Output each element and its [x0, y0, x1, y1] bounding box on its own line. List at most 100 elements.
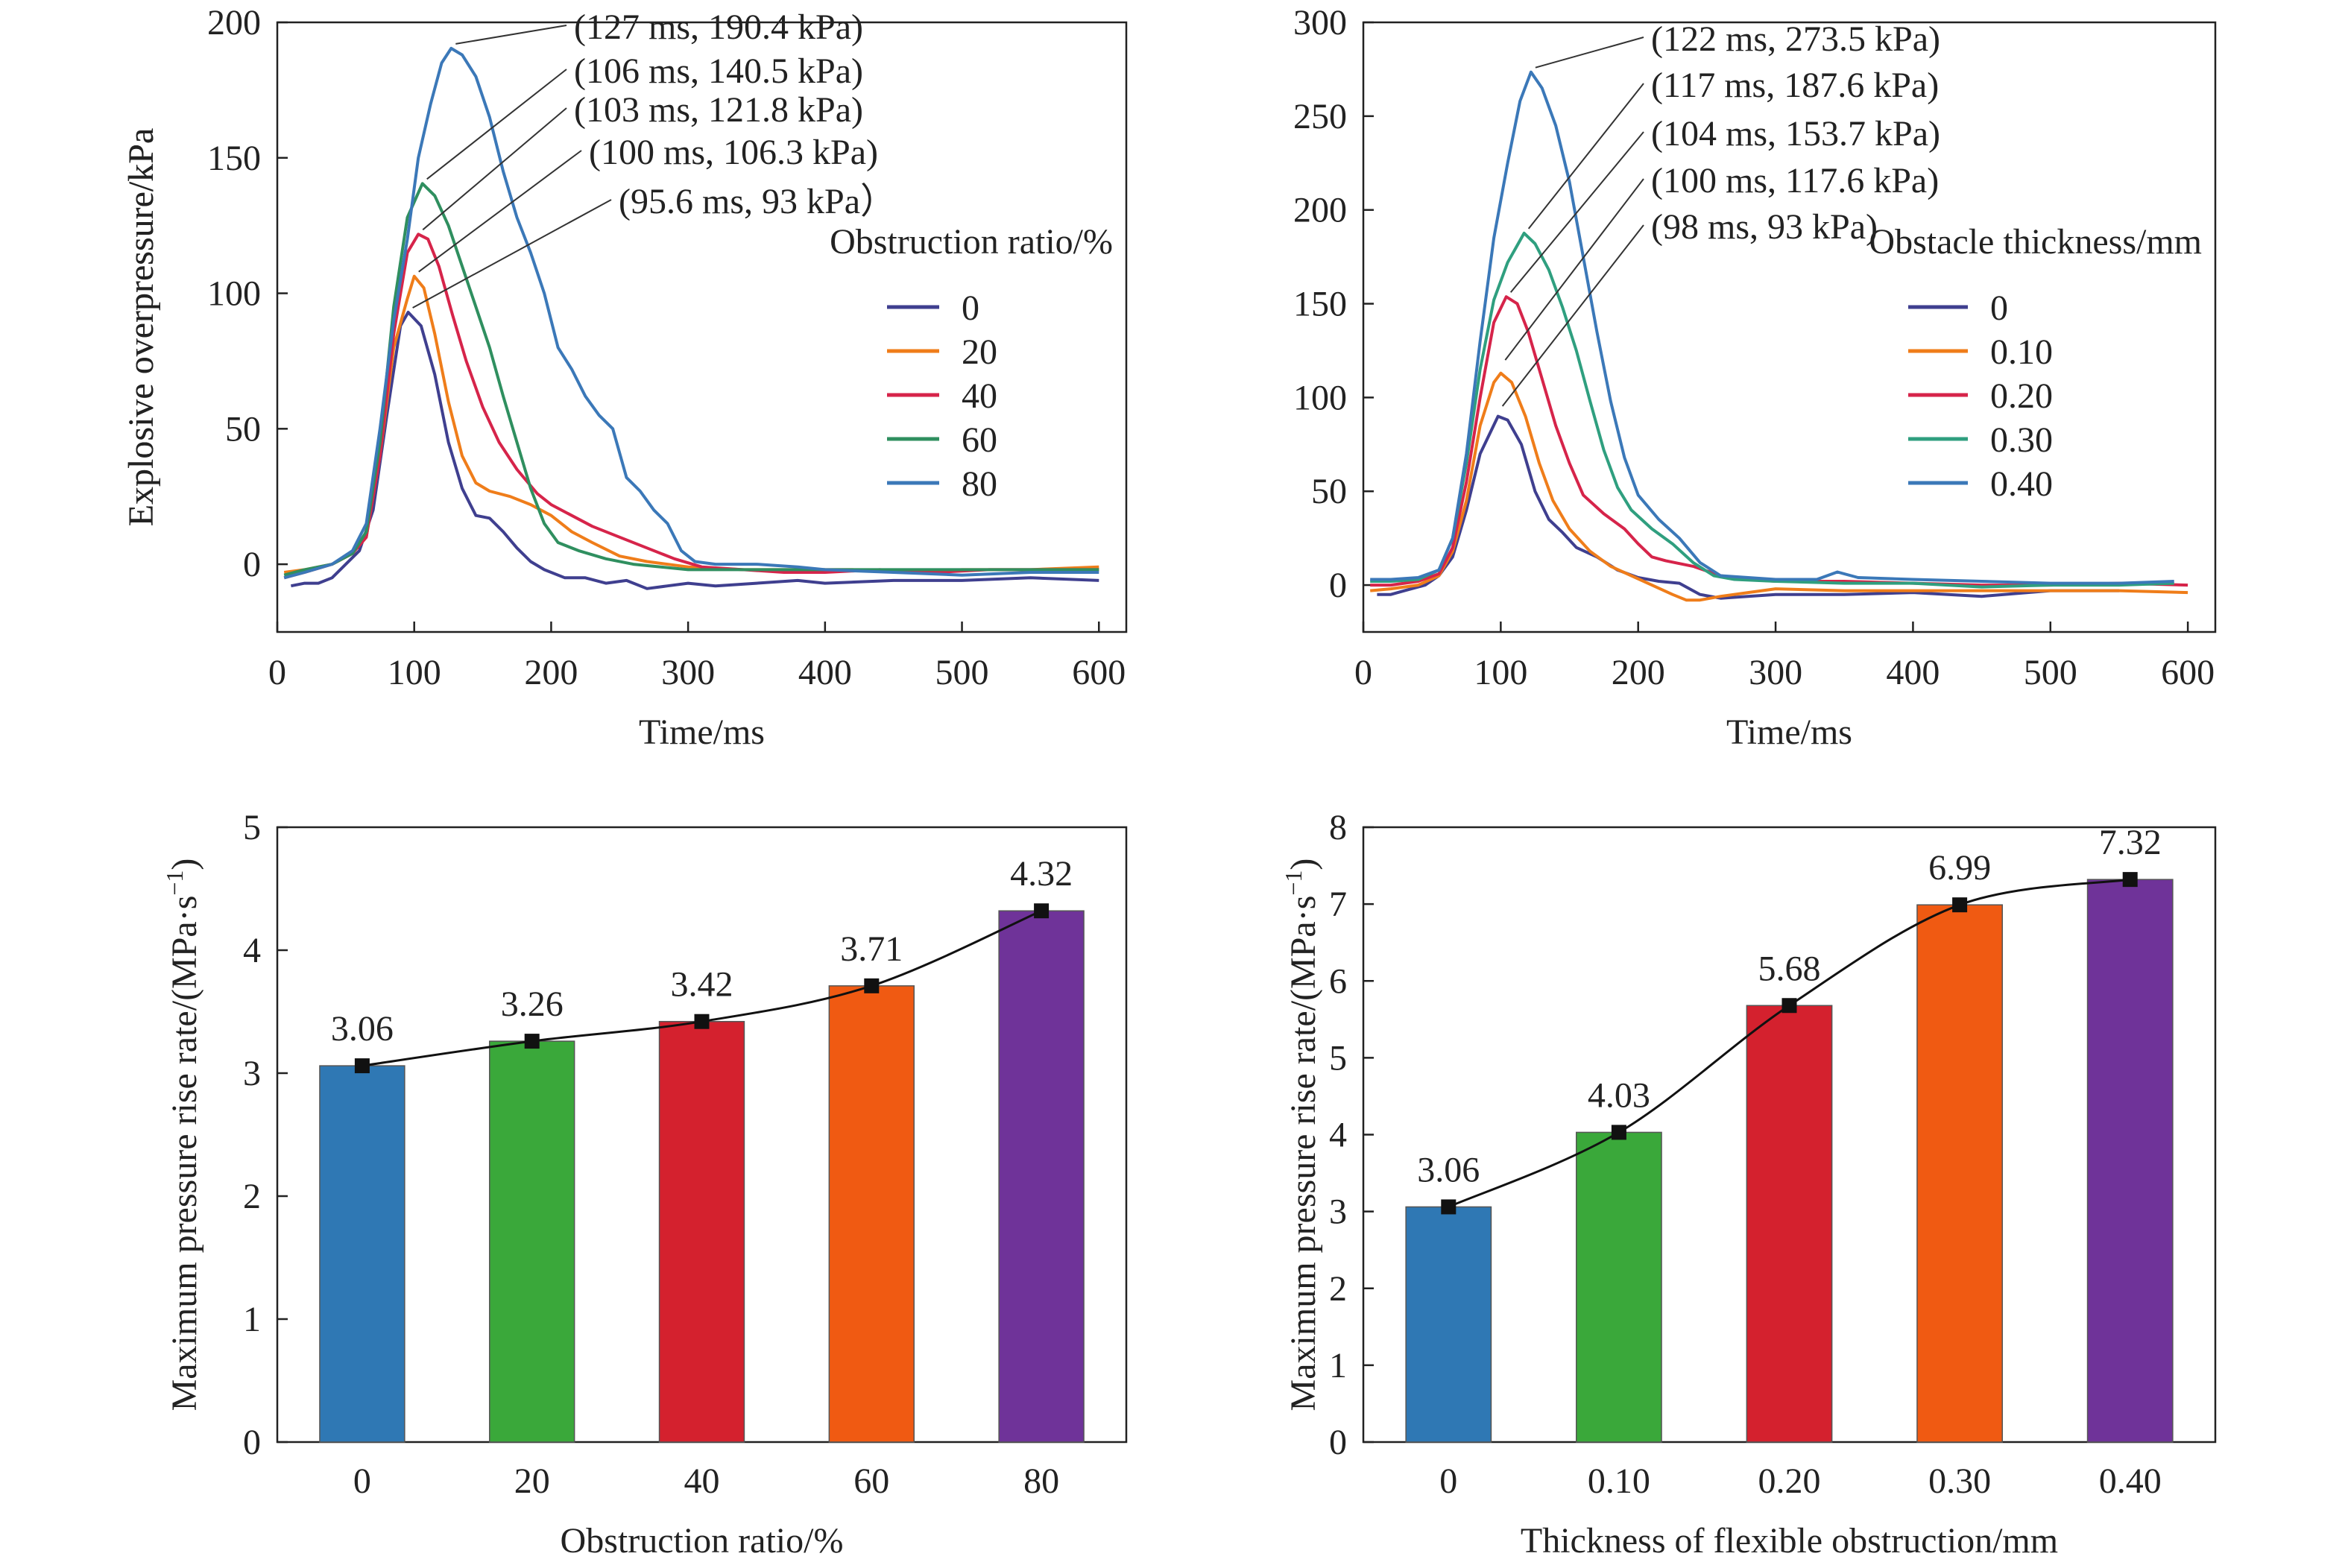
- series-line-0: [1377, 414, 2119, 600]
- peak-annotation: (106 ms, 140.5 kPa): [574, 51, 863, 91]
- y-tick-label: 50: [225, 409, 261, 449]
- y-tick-label: 8: [1329, 808, 1347, 847]
- legend-label: 0.40: [1990, 464, 2053, 504]
- x-tick-label: 300: [1749, 653, 1802, 692]
- x-tick-label: 0: [353, 1461, 371, 1501]
- y-axis-label: Maximum pressure rise rate/(MPa·s−1): [161, 859, 204, 1411]
- x-tick-label: 0: [1439, 1461, 1457, 1501]
- y-axis-label-sup: −1: [161, 870, 188, 896]
- y-tick-label: 200: [1293, 191, 1347, 230]
- y-tick-label: 2: [243, 1177, 261, 1216]
- chart-rise-rate-obstruction-ratio: 0 1 2 3 4 5 0 20 40 60 80 3.06 3.26 3.42 3.71 4.32 Obstr…: [161, 808, 1128, 1561]
- x-tick-label: 20: [514, 1461, 550, 1501]
- legend-label: 80: [962, 464, 997, 504]
- x-axis-label: Obstruction ratio/%: [561, 1521, 844, 1561]
- bar-20: [489, 1040, 575, 1443]
- y-axis-label-close: ): [165, 859, 204, 870]
- peak-annotation: (98 ms, 93 kPa): [1651, 207, 1878, 247]
- y-tick-label: 250: [1293, 97, 1347, 136]
- annotation-leader: [1509, 131, 1644, 293]
- x-tick-label: 0.20: [1758, 1461, 1821, 1501]
- x-tick-label: 60: [853, 1461, 889, 1501]
- y-tick-label: 4: [243, 931, 261, 970]
- peak-annotation: (100 ms, 106.3 kPa): [589, 133, 878, 172]
- legend-label: 0: [962, 288, 979, 328]
- bar-0.20: [1746, 1005, 1833, 1443]
- value-label: 3.06: [331, 1009, 394, 1049]
- x-tick-label: 500: [2024, 653, 2077, 692]
- peak-annotation: (122 ms, 273.5 kPa): [1651, 19, 1940, 59]
- y-tick-label: 0: [1329, 1423, 1347, 1462]
- legend-title: Obstruction ratio/%: [830, 222, 1113, 262]
- y-tick-label: 300: [1293, 3, 1347, 42]
- value-label: 7.32: [2099, 823, 2162, 862]
- data-point-marker: [2122, 872, 2138, 888]
- y-tick-label: 4: [1329, 1116, 1347, 1155]
- y-tick-label: 5: [243, 808, 261, 847]
- data-point-marker: [1441, 1199, 1457, 1215]
- series-line-80: [283, 46, 1099, 580]
- y-axis-label: Maximum pressure rise rate/(MPa·s−1): [1280, 859, 1323, 1411]
- x-tick-label: 500: [935, 653, 989, 692]
- y-tick-label: 50: [1311, 472, 1347, 511]
- value-label: 6.99: [1928, 848, 1991, 888]
- data-point-marker: [864, 978, 880, 993]
- x-tick-label: 80: [1023, 1461, 1059, 1501]
- x-tick-label: 0.30: [1928, 1461, 1991, 1501]
- x-tick-label: 400: [1886, 653, 1940, 692]
- annotation-leader: [422, 107, 567, 231]
- bar-80: [998, 910, 1085, 1443]
- annotation-leader: [1504, 178, 1644, 361]
- legend-label: 0.20: [1990, 376, 2053, 416]
- annotation-leader: [426, 69, 567, 180]
- x-tick-label: 200: [1612, 653, 1665, 692]
- data-point-marker: [524, 1034, 540, 1049]
- data-point-marker: [1781, 998, 1797, 1014]
- annotation-leader: [418, 150, 582, 273]
- y-axis-label: Explosive overpressure/kPa: [121, 128, 161, 527]
- x-tick-label: 0: [268, 653, 286, 692]
- value-label: 3.26: [501, 984, 564, 1024]
- bar-0.40: [2086, 879, 2174, 1443]
- x-tick-label: 0.40: [2099, 1461, 2162, 1501]
- legend-label: 60: [962, 420, 997, 460]
- bar-60: [828, 985, 915, 1443]
- x-tick-label: 400: [798, 653, 852, 692]
- data-point-marker: [694, 1014, 710, 1029]
- series-line-0.40: [1370, 70, 2174, 585]
- value-label: 5.68: [1758, 949, 1821, 988]
- x-axis-label: Time/ms: [639, 712, 765, 752]
- bar-40: [658, 1020, 745, 1443]
- y-tick-label: 0: [1329, 566, 1347, 605]
- y-tick-label: 150: [1293, 285, 1347, 324]
- plot-frame: [1362, 21, 2217, 633]
- y-tick-label: 2: [1329, 1269, 1347, 1309]
- y-tick-label: 100: [207, 274, 261, 314]
- data-point-marker: [1952, 897, 1968, 913]
- chart-rise-rate-flexible-thickness: 0 1 2 3 4 5 6 7 8 0 0.10 0.20 0.30 0.40 3.06 4.03 5.68 6.…: [1280, 808, 2217, 1561]
- x-tick-label: 100: [388, 653, 441, 692]
- bar-0.30: [1916, 904, 2003, 1443]
- annotation-leader: [1535, 37, 1644, 69]
- x-tick-label: 300: [661, 653, 715, 692]
- x-tick-label: 40: [684, 1461, 720, 1501]
- bar-0: [1405, 1206, 1492, 1443]
- peak-annotation: (104 ms, 153.7 kPa): [1651, 114, 1940, 154]
- legend-label: 0: [1990, 288, 2008, 328]
- y-axis-label-main: Maximum pressure rise rate/(MPa·s: [165, 896, 204, 1411]
- bar-0.10: [1576, 1131, 1662, 1443]
- y-tick-label: 6: [1329, 961, 1347, 1001]
- y-axis-label-main: Maximum pressure rise rate/(MPa·s: [1284, 896, 1323, 1411]
- data-point-marker: [1034, 903, 1050, 919]
- plot-frame: [276, 21, 1128, 633]
- data-point-marker: [354, 1058, 370, 1074]
- series-line-0.30: [1370, 231, 2174, 589]
- annotation-leader: [412, 199, 612, 309]
- series-line-60: [283, 182, 1099, 577]
- value-label: 3.42: [671, 965, 733, 1005]
- value-label: 3.06: [1417, 1150, 1480, 1189]
- value-label: 3.71: [840, 929, 903, 969]
- value-label: 4.32: [1010, 854, 1073, 894]
- y-axis-label-close: ): [1284, 859, 1323, 870]
